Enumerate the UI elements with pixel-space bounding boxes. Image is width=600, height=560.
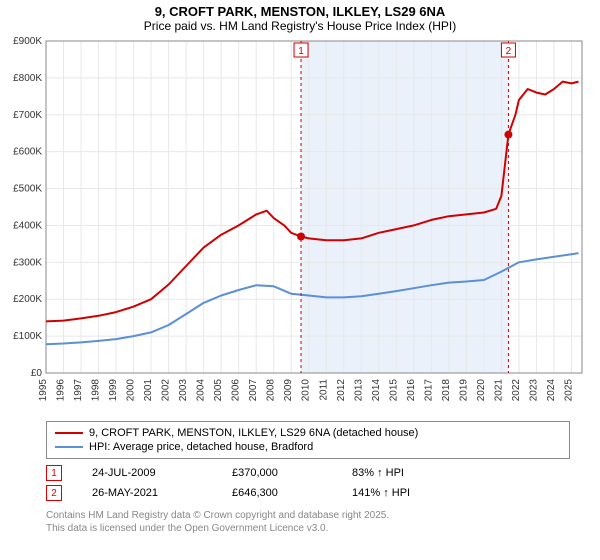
svg-text:1995: 1995 xyxy=(38,379,49,402)
title-line1: 9, CROFT PARK, MENSTON, ILKLEY, LS29 6NA xyxy=(0,4,600,19)
svg-text:2006: 2006 xyxy=(231,379,242,402)
svg-text:2010: 2010 xyxy=(301,379,312,402)
footer-line: Contains HM Land Registry data © Crown c… xyxy=(46,509,570,522)
svg-text:2009: 2009 xyxy=(283,379,294,402)
title-line2: Price paid vs. HM Land Registry's House … xyxy=(0,19,600,33)
events-table: 1 24-JUL-2009 £370,000 83% ↑ HPI 2 26-MA… xyxy=(46,463,570,503)
svg-text:2000: 2000 xyxy=(126,379,137,402)
svg-text:£0: £0 xyxy=(31,368,43,379)
svg-text:1: 1 xyxy=(298,46,304,57)
svg-text:£400K: £400K xyxy=(13,220,42,231)
svg-text:£700K: £700K xyxy=(13,110,42,121)
svg-text:2016: 2016 xyxy=(406,379,417,402)
svg-text:2014: 2014 xyxy=(371,379,382,402)
chart-container: 9, CROFT PARK, MENSTON, ILKLEY, LS29 6NA… xyxy=(0,0,600,560)
svg-text:1999: 1999 xyxy=(108,379,119,402)
svg-text:1997: 1997 xyxy=(73,379,84,402)
svg-text:£900K: £900K xyxy=(13,36,42,47)
svg-text:2019: 2019 xyxy=(458,379,469,402)
title-block: 9, CROFT PARK, MENSTON, ILKLEY, LS29 6NA… xyxy=(0,0,600,35)
event-badge: 2 xyxy=(46,485,62,501)
svg-text:2001: 2001 xyxy=(143,379,154,402)
svg-text:2017: 2017 xyxy=(423,379,434,402)
svg-text:2012: 2012 xyxy=(336,379,347,402)
event-pct: 83% ↑ HPI xyxy=(352,467,404,479)
event-date: 26-MAY-2021 xyxy=(92,487,202,499)
event-date: 24-JUL-2009 xyxy=(92,467,202,479)
svg-text:2011: 2011 xyxy=(318,379,329,401)
legend-swatch xyxy=(55,446,83,448)
svg-text:2007: 2007 xyxy=(248,379,259,402)
svg-text:£500K: £500K xyxy=(13,184,42,195)
svg-text:2023: 2023 xyxy=(528,379,539,402)
legend: 9, CROFT PARK, MENSTON, ILKLEY, LS29 6NA… xyxy=(46,421,570,459)
svg-text:£800K: £800K xyxy=(13,73,42,84)
svg-text:2005: 2005 xyxy=(213,379,224,402)
footer-line: This data is licensed under the Open Gov… xyxy=(46,522,570,535)
svg-text:2025: 2025 xyxy=(563,379,574,402)
svg-text:2004: 2004 xyxy=(196,379,207,402)
svg-text:£100K: £100K xyxy=(13,331,42,342)
event-pct: 141% ↑ HPI xyxy=(352,487,410,499)
svg-text:2002: 2002 xyxy=(161,379,172,402)
svg-text:1996: 1996 xyxy=(56,379,67,402)
svg-text:2022: 2022 xyxy=(511,379,522,402)
event-price: £646,300 xyxy=(232,487,322,499)
svg-text:£600K: £600K xyxy=(13,147,42,158)
svg-text:1998: 1998 xyxy=(91,379,102,402)
svg-text:£200K: £200K xyxy=(13,294,42,305)
event-price: £370,000 xyxy=(232,467,322,479)
footer: Contains HM Land Registry data © Crown c… xyxy=(46,509,570,535)
svg-text:£300K: £300K xyxy=(13,257,42,268)
svg-text:2008: 2008 xyxy=(266,379,277,402)
legend-swatch xyxy=(55,432,83,434)
svg-text:2018: 2018 xyxy=(441,379,452,402)
event-row: 2 26-MAY-2021 £646,300 141% ↑ HPI xyxy=(46,483,570,503)
svg-text:2: 2 xyxy=(506,46,512,57)
legend-label: HPI: Average price, detached house, Brad… xyxy=(89,441,313,453)
legend-item: HPI: Average price, detached house, Brad… xyxy=(55,440,561,454)
legend-item: 9, CROFT PARK, MENSTON, ILKLEY, LS29 6NA… xyxy=(55,426,561,440)
svg-text:2020: 2020 xyxy=(476,379,487,402)
line-chart: £0 £100K £200K £300K £400K £500K £600K £700K £80… xyxy=(0,35,600,415)
svg-text:2013: 2013 xyxy=(353,379,364,402)
event-badge: 1 xyxy=(46,465,62,481)
svg-text:2021: 2021 xyxy=(493,379,504,402)
svg-text:2015: 2015 xyxy=(388,379,399,402)
svg-text:2024: 2024 xyxy=(546,379,557,402)
svg-text:2003: 2003 xyxy=(178,379,189,402)
legend-label: 9, CROFT PARK, MENSTON, ILKLEY, LS29 6NA… xyxy=(89,427,418,439)
event-row: 1 24-JUL-2009 £370,000 83% ↑ HPI xyxy=(46,463,570,483)
chart-area: £0 £100K £200K £300K £400K £500K £600K £700K £80… xyxy=(0,35,600,415)
